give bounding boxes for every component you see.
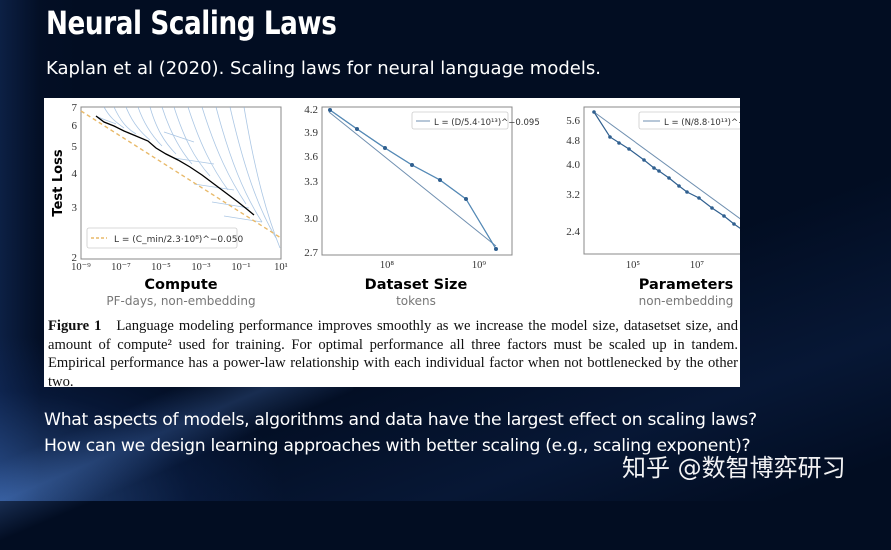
chart-dataset-size: L = (D/5.4·10¹³)^−0.095 4.2 3.9 3.6 3.3 3.0… <box>304 104 539 308</box>
svg-text:7: 7 <box>72 102 78 114</box>
svg-text:10⁻³: 10⁻³ <box>191 262 210 273</box>
svg-text:3.9: 3.9 <box>304 127 318 139</box>
x-axis-label-parameters: Parameters <box>639 277 733 293</box>
x-axis-label-dataset: Dataset Size <box>365 277 468 293</box>
svg-text:10⁻¹: 10⁻¹ <box>231 262 250 273</box>
chart-parameters: L = (N/8.8·10¹³)^−0.076 5.6 4.8 4.0 3.2 2.4… <box>566 106 740 308</box>
svg-text:2.7: 2.7 <box>304 247 318 259</box>
caption-label: Figure 1 <box>48 318 102 334</box>
svg-text:10⁻⁵: 10⁻⁵ <box>151 262 171 273</box>
svg-text:3.2: 3.2 <box>566 189 580 201</box>
figure-caption: Figure 1 Language modeling performance i… <box>48 317 738 387</box>
svg-text:10⁵: 10⁵ <box>626 260 641 271</box>
chart-compute: L = (C_min/2.3·10⁸)^−0.050 7 6 5 4 3 2 10⁻⁹ 1… <box>51 102 288 308</box>
svg-text:10⁷: 10⁷ <box>690 260 705 271</box>
svg-text:4: 4 <box>72 168 78 180</box>
figure-charts: L = (C_min/2.3·10⁸)^−0.050 7 6 5 4 3 2 10⁻⁹ 1… <box>51 102 740 308</box>
legend-compute: L = (C_min/2.3·10⁸)^−0.050 <box>114 235 243 245</box>
svg-text:4.2: 4.2 <box>304 104 318 116</box>
x-axis-sublabel-compute: PF-days, non-embedding <box>106 294 255 308</box>
svg-text:4.0: 4.0 <box>566 159 580 171</box>
question-2: How can we design learning approaches wi… <box>44 436 751 456</box>
svg-text:5: 5 <box>72 141 78 153</box>
svg-text:3.6: 3.6 <box>304 151 318 163</box>
question-1: What aspects of models, algorithms and d… <box>44 410 757 430</box>
svg-text:10⁻⁹: 10⁻⁹ <box>71 262 91 273</box>
svg-text:3.0: 3.0 <box>304 213 318 225</box>
slide-title: Neural Scaling Laws <box>46 4 337 42</box>
paper-figure: L = (C_min/2.3·10⁸)^−0.050 7 6 5 4 3 2 10⁻⁹ 1… <box>44 98 740 387</box>
svg-text:2.4: 2.4 <box>566 226 580 238</box>
svg-text:3: 3 <box>72 202 78 214</box>
x-axis-label-compute: Compute <box>144 277 217 293</box>
svg-text:5.6: 5.6 <box>566 115 580 127</box>
x-axis-sublabel-parameters: non-embedding <box>639 294 734 308</box>
svg-text:10⁸: 10⁸ <box>380 260 395 271</box>
svg-text:10⁹: 10⁹ <box>472 260 487 271</box>
svg-text:10⁻⁷: 10⁻⁷ <box>111 262 131 273</box>
watermark: 知乎 @数智博弈研习 <box>622 454 846 482</box>
legend-parameters: L = (N/8.8·10¹³)^−0.076 <box>664 118 740 128</box>
svg-text:2: 2 <box>72 252 78 264</box>
y-axis-label-test-loss: Test Loss <box>51 149 66 216</box>
svg-text:3.3: 3.3 <box>304 176 318 188</box>
slide-subtitle: Kaplan et al (2020). Scaling laws for ne… <box>46 58 601 79</box>
legend-dataset: L = (D/5.4·10¹³)^−0.095 <box>434 118 540 128</box>
svg-text:10¹: 10¹ <box>274 262 288 273</box>
caption-text: Language modeling performance improves s… <box>48 318 738 387</box>
svg-text:4.8: 4.8 <box>566 135 580 147</box>
x-axis-sublabel-dataset: tokens <box>396 294 436 308</box>
svg-text:6: 6 <box>72 120 78 132</box>
